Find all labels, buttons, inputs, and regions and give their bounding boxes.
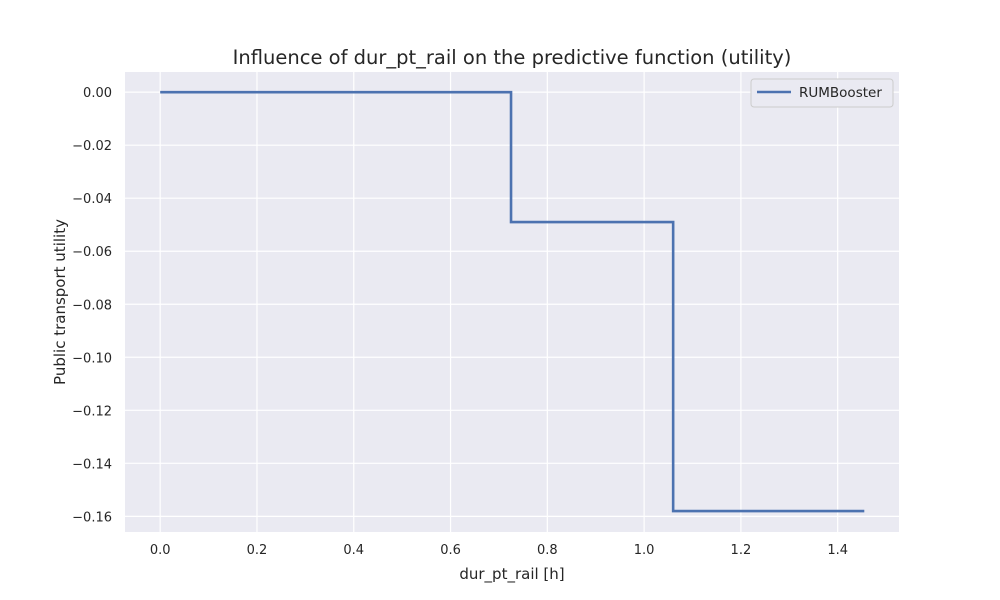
- y-tick-labels: 0.00 −0.02 −0.04 −0.06 −0.08 −0.10 −0.12 −0.14 −…: [72, 86, 112, 525]
- x-tick-label: 0.8: [537, 543, 558, 558]
- legend: RUMBooster: [750, 78, 894, 108]
- y-tick-label: −0.12: [72, 404, 112, 419]
- x-axis-label: dur_pt_rail [h]: [459, 565, 564, 584]
- x-tick-label: 1.4: [827, 543, 848, 558]
- legend-box: [750, 78, 894, 108]
- chart-title: Influence of dur_pt_rail on the predicti…: [233, 46, 792, 69]
- x-tick-label: 0.0: [150, 543, 171, 558]
- y-tick-label: −0.04: [72, 192, 112, 207]
- x-tick-label: 0.4: [343, 543, 364, 558]
- y-tick-label: −0.14: [72, 457, 112, 472]
- x-tick-label: 0.2: [247, 543, 268, 558]
- y-tick-label: 0.00: [83, 86, 112, 101]
- x-tick-label: 0.6: [440, 543, 461, 558]
- x-tick-labels: 0.0 0.2 0.4 0.6 0.8 1.0 1.2 1.4: [150, 543, 848, 558]
- series-layer: [160, 90, 865, 513]
- y-tick-label: −0.02: [72, 139, 112, 154]
- y-tick-label: −0.16: [72, 510, 112, 525]
- series-line-rumbooster: [160, 90, 865, 513]
- y-tick-label: −0.06: [72, 245, 112, 260]
- y-tick-label: −0.10: [72, 351, 112, 366]
- x-tick-label: 1.0: [634, 543, 655, 558]
- legend-label-rumbooster: RUMBooster: [799, 85, 882, 101]
- y-tick-label: −0.08: [72, 298, 112, 313]
- y-axis-label: Public transport utility: [51, 219, 69, 385]
- x-tick-label: 1.2: [731, 543, 752, 558]
